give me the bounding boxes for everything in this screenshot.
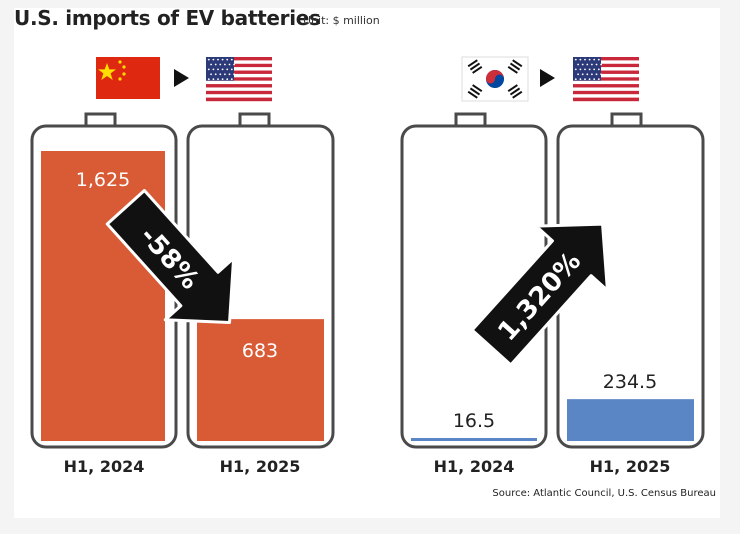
- source-note: Source: Atlantic Council, U.S. Census Bu…: [492, 488, 716, 499]
- data-label-china-h1-2025: 683: [242, 340, 278, 362]
- battery-outline: [610, 112, 643, 125]
- us-flag-icon: [573, 57, 639, 102]
- bar-korea-h1-2025: [567, 399, 694, 441]
- direction-arrow-icon: [540, 69, 555, 87]
- battery-outline: [238, 112, 271, 125]
- battery-outline: [454, 112, 487, 125]
- data-label-korea-h1-2024: 16.5: [453, 410, 495, 432]
- category-label: H1, 2024: [434, 457, 515, 476]
- china-flag-icon: [96, 57, 160, 99]
- data-label-china-h1-2024: 1,625: [76, 169, 130, 191]
- chart-title: U.S. imports of EV batteries: [14, 6, 321, 30]
- category-label: H1, 2024: [64, 457, 145, 476]
- data-label-korea-h1-2025: 234.5: [603, 371, 657, 393]
- south-korea-flag-icon: [461, 56, 529, 102]
- unit-label: Unit: $ million: [303, 14, 380, 27]
- bar-china-h1-2025: [197, 319, 324, 441]
- us-flag-icon: [206, 57, 272, 102]
- battery-outline: [84, 112, 117, 125]
- direction-arrow-icon: [174, 69, 189, 87]
- category-label: H1, 2025: [590, 457, 671, 476]
- bar-korea-h1-2024: [411, 438, 537, 441]
- category-label: H1, 2025: [220, 457, 301, 476]
